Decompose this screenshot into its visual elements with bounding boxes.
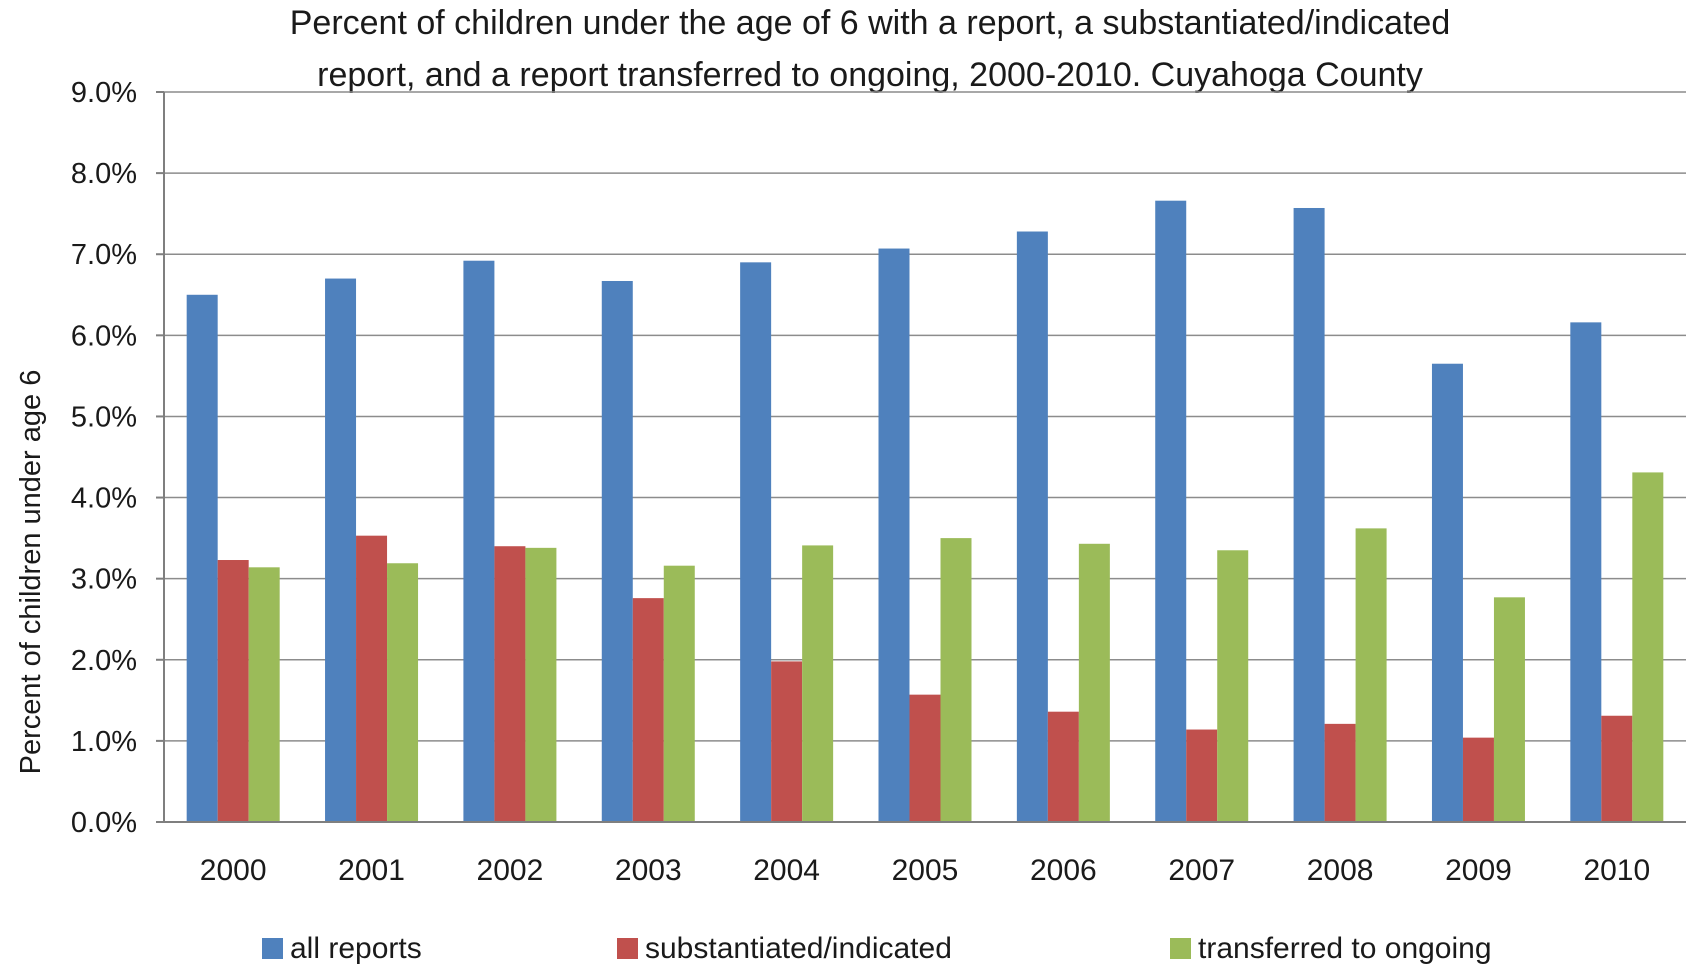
x-tick-label: 2001 xyxy=(338,854,405,887)
bar-substantiated-indicated-2010 xyxy=(1601,715,1633,822)
y-tick-label: 2.0% xyxy=(71,645,137,677)
x-tick-label: 2005 xyxy=(892,854,959,887)
bar-all-reports-2000 xyxy=(186,294,218,822)
x-tick-label: 2000 xyxy=(200,854,267,887)
bar-transferred-to-ongoing-2006 xyxy=(1078,543,1110,822)
bar-substantiated-indicated-2000 xyxy=(217,560,249,822)
bar-transferred-to-ongoing-2001 xyxy=(387,563,419,822)
bar-all-reports-2004 xyxy=(740,262,772,822)
y-tick-label: 9.0% xyxy=(71,77,137,109)
legend-swatch xyxy=(1170,938,1191,959)
y-tick-label: 0.0% xyxy=(71,807,137,839)
bar-substantiated-indicated-2005 xyxy=(909,694,941,822)
y-tick-label: 3.0% xyxy=(71,564,137,596)
legend: all reports substantiated/indicated transf… xyxy=(262,932,1492,965)
bar-all-reports-2007 xyxy=(1155,200,1187,822)
chart-title-line-1: Percent of children under the age of 6 w… xyxy=(290,4,1451,42)
axes xyxy=(156,92,1686,823)
x-tick-label: 2007 xyxy=(1168,854,1235,887)
bar-substantiated-indicated-2002 xyxy=(494,546,526,822)
y-tick-label: 5.0% xyxy=(71,401,137,433)
x-tick-label: 2004 xyxy=(753,854,820,887)
x-tick-label: 2010 xyxy=(1583,854,1650,887)
bar-substantiated-indicated-2009 xyxy=(1462,737,1494,822)
bar-transferred-to-ongoing-2010 xyxy=(1632,472,1664,822)
legend-label: substantiated/indicated xyxy=(645,932,952,965)
legend-swatch xyxy=(617,938,638,959)
bar-transferred-to-ongoing-2000 xyxy=(248,567,280,822)
x-tick-label: 2006 xyxy=(1030,854,1097,887)
legend-item: transferred to ongoing xyxy=(1170,932,1492,965)
y-tick-label: 8.0% xyxy=(71,158,137,190)
bar-substantiated-indicated-2003 xyxy=(632,598,664,822)
bars xyxy=(186,200,1664,823)
bar-transferred-to-ongoing-2003 xyxy=(663,565,695,822)
legend-label: all reports xyxy=(290,932,422,965)
bar-transferred-to-ongoing-2007 xyxy=(1217,550,1249,822)
bar-transferred-to-ongoing-2004 xyxy=(802,545,834,822)
bar-all-reports-2003 xyxy=(601,280,633,822)
bar-transferred-to-ongoing-2002 xyxy=(525,547,557,822)
bar-all-reports-2001 xyxy=(325,278,357,822)
legend-item: substantiated/indicated xyxy=(617,932,952,965)
y-tick-label: 6.0% xyxy=(71,320,137,352)
bar-transferred-to-ongoing-2008 xyxy=(1355,528,1387,822)
x-tick-label: 2008 xyxy=(1307,854,1374,887)
bar-all-reports-2005 xyxy=(878,248,910,823)
bar-all-reports-2002 xyxy=(463,260,495,822)
y-tick-label: 7.0% xyxy=(71,239,137,271)
y-tick-label: 1.0% xyxy=(71,726,137,758)
x-axis-ticks: 2000 2001 2002 2003 2004 2005 2006 2007 2008 2009… xyxy=(200,854,1650,887)
bar-transferred-to-ongoing-2005 xyxy=(940,538,972,822)
y-tick-label: 4.0% xyxy=(71,483,137,515)
bar-substantiated-indicated-2004 xyxy=(771,661,803,822)
x-tick-label: 2009 xyxy=(1445,854,1512,887)
bar-all-reports-2010 xyxy=(1570,322,1602,822)
legend-swatch xyxy=(262,938,283,959)
bar-all-reports-2009 xyxy=(1431,363,1463,822)
bar-transferred-to-ongoing-2009 xyxy=(1493,597,1525,822)
bar-substantiated-indicated-2006 xyxy=(1047,711,1079,822)
x-tick-label: 2002 xyxy=(477,854,544,887)
bar-all-reports-2006 xyxy=(1016,231,1048,822)
y-axis-ticks: 0.0% 1.0% 2.0% 3.0% 4.0% 5.0% 6.0% 7.0% 8.0% 9.0% xyxy=(71,77,164,839)
legend-item: all reports xyxy=(262,932,422,965)
bar-all-reports-2008 xyxy=(1293,207,1325,822)
bar-substantiated-indicated-2008 xyxy=(1324,723,1356,822)
bar-substantiated-indicated-2007 xyxy=(1186,729,1218,822)
x-tick-label: 2003 xyxy=(615,854,682,887)
legend-label: transferred to ongoing xyxy=(1198,932,1492,965)
chart-title-line-2: report, and a report transferred to ongo… xyxy=(317,56,1423,94)
bar-substantiated-indicated-2001 xyxy=(356,535,388,822)
y-axis-label: Percent of children under age 6 xyxy=(15,370,47,775)
